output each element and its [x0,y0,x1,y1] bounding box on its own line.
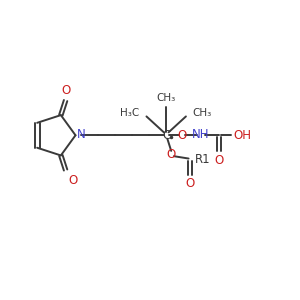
Text: O: O [68,174,77,187]
Text: O: O [214,154,224,166]
Text: N: N [77,128,86,141]
Text: OH: OH [234,129,252,142]
Text: R1: R1 [195,153,211,166]
Text: O: O [61,84,70,97]
Text: O: O [178,129,187,142]
Text: CH₃: CH₃ [193,108,212,118]
Text: O: O [185,177,194,190]
Text: NH: NH [192,128,209,141]
Text: C: C [162,129,170,142]
Text: CH₃: CH₃ [157,93,176,103]
Text: O: O [167,148,176,161]
Text: H₃C: H₃C [120,108,140,118]
